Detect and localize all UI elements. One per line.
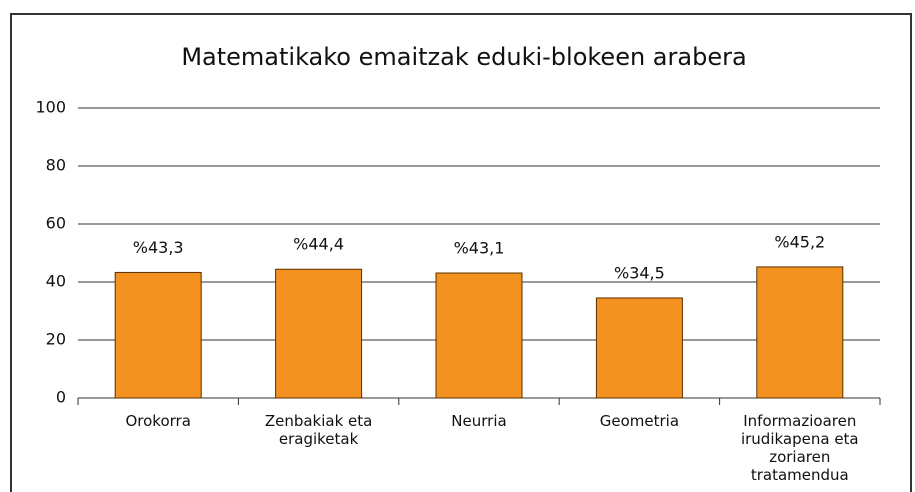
bar	[114, 271, 202, 399]
y-tick-label: 0	[56, 388, 66, 407]
bar	[595, 297, 683, 399]
value-label: %43,3	[133, 238, 184, 257]
x-tick-label: Zenbakiak eta eragiketak	[264, 412, 373, 448]
y-tick-label: 60	[46, 214, 66, 233]
x-tick-label: Informazioaren irudikapena eta zoriaren …	[740, 412, 859, 484]
x-tick-label: Neurria	[451, 412, 507, 430]
frame	[10, 13, 912, 492]
x-tick-label: Geometria	[599, 412, 680, 430]
bar	[756, 266, 844, 399]
value-label: %34,5	[614, 263, 665, 282]
value-label: %45,2	[774, 232, 825, 251]
y-tick-label: 40	[46, 272, 66, 291]
value-label: %44,4	[293, 235, 344, 254]
x-tick-label: Orokorra	[125, 412, 191, 430]
y-tick-label: 80	[46, 156, 66, 175]
bar	[275, 268, 363, 399]
chart-title: Matematikako emaitzak eduki-blokeen arab…	[181, 43, 746, 71]
y-tick-label: 100	[35, 98, 66, 117]
y-tick-label: 20	[46, 330, 66, 349]
value-label: %43,1	[454, 239, 505, 258]
bar	[435, 272, 523, 399]
